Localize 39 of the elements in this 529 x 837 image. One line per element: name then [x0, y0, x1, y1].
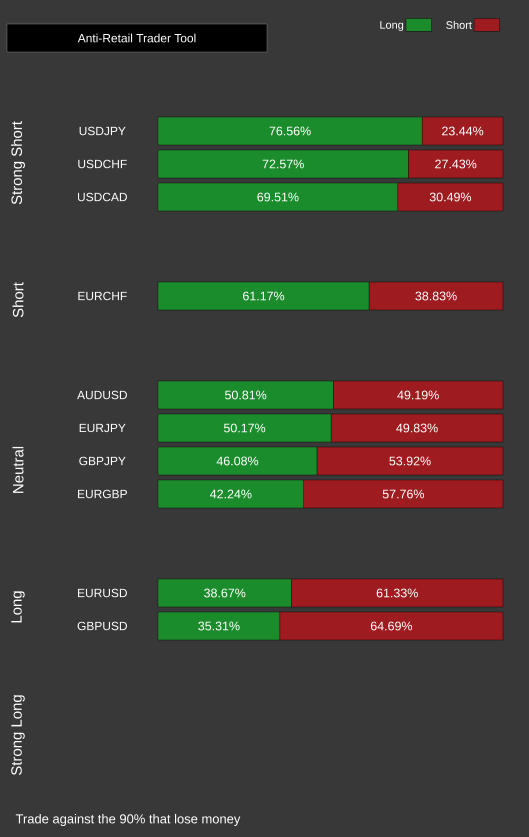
- text: Strong Long: [11, 695, 25, 776]
- y-tick-label: USDCAD: [78, 192, 127, 202]
- legend-label: Long: [380, 21, 404, 31]
- legend-label: Short: [446, 20, 472, 29]
- data-label: 49.19%: [397, 390, 439, 400]
- data-label: 38.83%: [415, 292, 457, 300]
- text: Trade against the 90% that lose money: [16, 814, 240, 826]
- data-label: 35.31%: [198, 622, 240, 630]
- data-label: 23.44%: [442, 126, 484, 136]
- text: Long: [11, 591, 25, 622]
- data-label: 72.57%: [262, 160, 304, 168]
- data-label: 30.49%: [430, 192, 472, 202]
- y-tick-label: EURGBP: [78, 490, 127, 498]
- y-tick-label: EURUSD: [78, 588, 127, 598]
- data-label: 69.51%: [257, 192, 299, 202]
- data-label: 49.83%: [396, 424, 438, 432]
- data-label: 46.08%: [216, 456, 258, 466]
- data-label: 61.33%: [376, 588, 418, 598]
- data-label: 38.67%: [204, 588, 246, 598]
- y-tick-label: EURCHF: [78, 292, 127, 300]
- data-label: 57.76%: [382, 490, 424, 498]
- data-label: 50.17%: [224, 424, 266, 432]
- data-label: 64.69%: [370, 622, 412, 630]
- data-label: 76.56%: [270, 126, 311, 136]
- data-label: 53.92%: [389, 456, 431, 466]
- y-tick-label: USDJPY: [80, 126, 126, 136]
- chart-title: Anti-Retail Trader Tool: [78, 34, 196, 42]
- data-label: 42.24%: [210, 490, 252, 498]
- text: Neutral: [12, 446, 24, 493]
- data-label: 50.81%: [225, 390, 266, 400]
- text: Strong Short: [11, 121, 25, 204]
- text: Short: [12, 282, 24, 318]
- data-label: 27.43%: [435, 160, 476, 168]
- y-tick-label: AUDUSD: [77, 390, 127, 400]
- data-label: 61.17%: [243, 292, 284, 300]
- y-tick-label: GBPUSD: [78, 622, 127, 630]
- y-tick-label: GBPJPY: [79, 456, 126, 466]
- y-tick-label: USDCHF: [78, 160, 127, 168]
- y-tick-label: EURJPY: [80, 424, 126, 432]
